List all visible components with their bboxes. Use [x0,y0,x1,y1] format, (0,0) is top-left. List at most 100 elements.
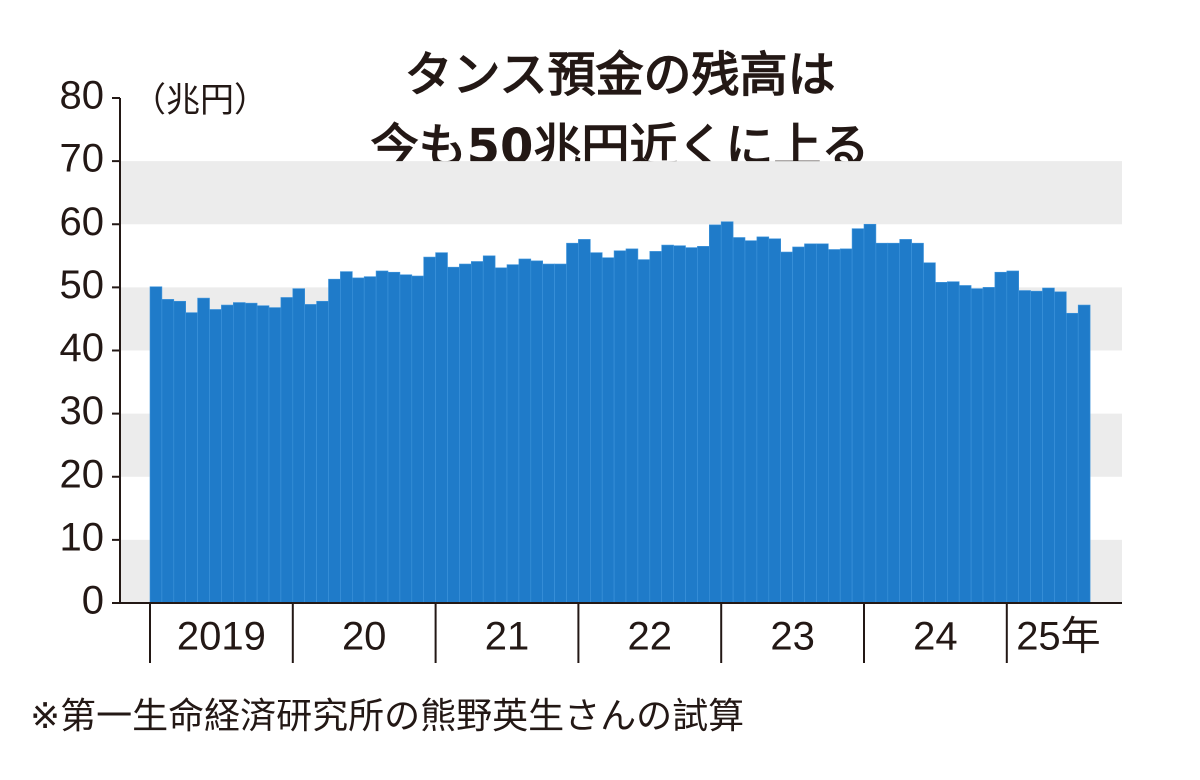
bar [399,274,413,604]
bar [1018,290,1031,604]
x-tick-label: 2019 [177,615,266,659]
bar [518,258,532,604]
bar [578,239,591,604]
bar [351,277,365,604]
x-tick-label: 23 [770,615,815,659]
x-tick-label: 21 [485,615,530,659]
bar [542,263,555,604]
bar [304,304,317,604]
bar [839,248,853,604]
bar [221,304,234,604]
bar [899,239,912,604]
bar [149,286,163,604]
bar [244,302,258,604]
bar [530,260,543,604]
bar [423,256,436,604]
bar [459,263,472,604]
bar [804,243,817,604]
bar [935,282,948,604]
bar [982,287,996,604]
y-tick-label: 80 [60,74,105,118]
bar [209,309,222,604]
bar [958,285,972,604]
bar [1042,287,1055,604]
bar [756,236,770,604]
bar [1077,304,1091,604]
x-tick-label: 24 [913,615,958,659]
bar [732,237,746,604]
y-tick-label: 0 [82,579,104,623]
bar [649,251,662,604]
y-tick-label: 10 [60,515,105,559]
bar [340,271,353,604]
bar [256,305,270,604]
bar [363,276,377,604]
bar [827,249,841,604]
bar [161,299,175,604]
bar [494,267,508,604]
bar [482,255,496,604]
bar [589,252,603,604]
bar [1030,290,1043,604]
bar [673,245,686,604]
bar [1006,270,1019,604]
y-tick-label: 30 [60,389,105,433]
note: ※第一生命経済研究所の熊野英生さんの試算 [30,696,744,737]
bar [411,275,424,604]
bar [173,300,187,604]
chart-title: タンス預金の残高は [404,47,835,103]
bar [233,302,246,604]
bar [447,266,460,604]
x-tick-label: 25年 [1016,615,1101,659]
bar [994,271,1008,604]
bar [268,307,282,604]
bar [887,242,900,604]
bar [792,246,805,604]
bar [780,251,793,604]
x-tick-label: 20 [342,615,387,659]
bar [601,257,615,604]
bar [923,262,936,604]
bar [697,246,710,604]
bar [970,288,984,604]
bar [685,247,698,604]
bar [197,297,210,604]
bar [328,278,341,604]
bar [554,263,567,604]
bar [280,297,294,604]
y-tick-label: 40 [60,326,105,370]
bar [613,250,627,604]
grid-band [120,161,1122,225]
bar [946,281,960,604]
bar [744,240,758,604]
bar [387,271,401,604]
bar [637,259,651,604]
bar [1066,312,1079,604]
unit-label: （兆円） [132,81,268,121]
bar [851,228,865,604]
bar [875,242,889,604]
bar [720,221,734,604]
y-tick-label: 20 [60,452,105,496]
bar [375,270,389,604]
bar [1054,291,1067,604]
bar [816,243,829,604]
bar [566,242,579,604]
bar [661,244,674,604]
bar [506,264,520,604]
x-tick-label: 22 [628,615,673,659]
bar [625,248,639,604]
bar [768,238,781,604]
bar [708,224,722,604]
bar [292,288,305,604]
bar [863,223,877,604]
bar [911,242,924,604]
bar [185,312,198,604]
y-tick-label: 70 [60,137,105,181]
bar [316,300,329,604]
y-tick-label: 50 [60,263,105,307]
bar [470,261,484,604]
bar [435,252,448,604]
y-tick-label: 60 [60,200,105,244]
